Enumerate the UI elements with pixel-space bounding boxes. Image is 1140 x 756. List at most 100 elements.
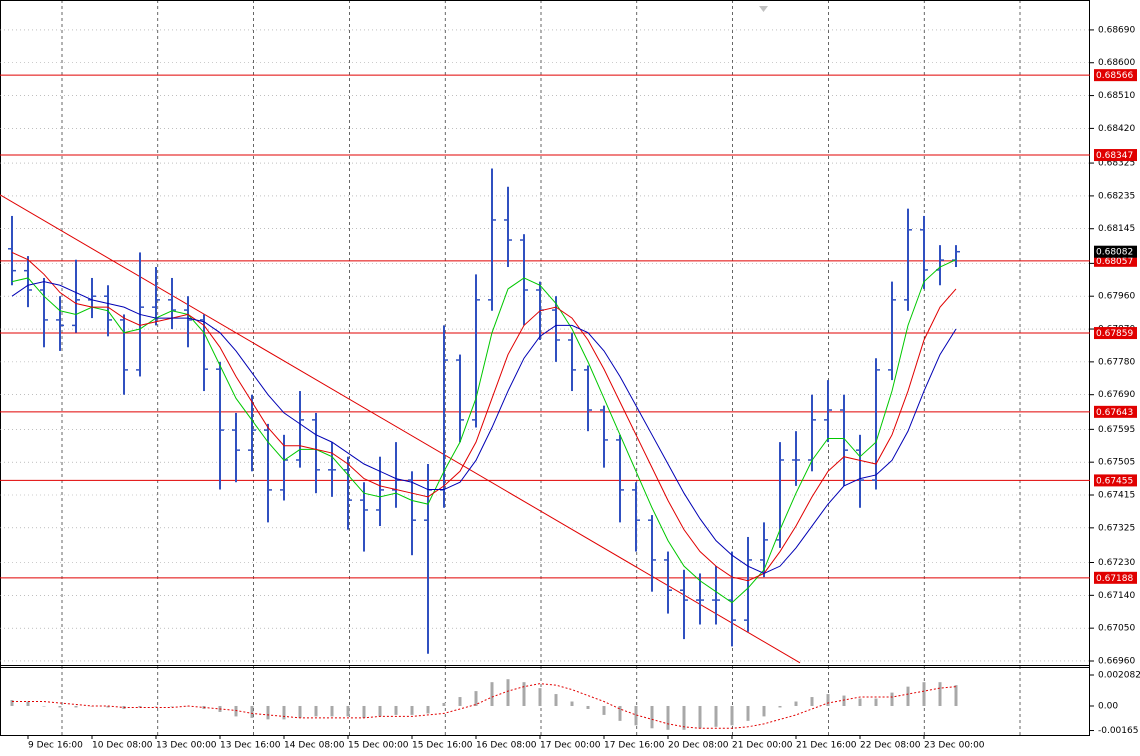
osc-bar	[954, 685, 958, 706]
shift-marker	[759, 6, 768, 12]
osc-bar	[426, 705, 430, 714]
osc-bar	[42, 705, 46, 707]
y-tick-label: 0.67595	[1098, 425, 1135, 435]
y-tick-label: 0.67505	[1098, 458, 1135, 468]
osc-bar	[154, 705, 158, 707]
y-tick-label: 0.67415	[1098, 491, 1135, 501]
level-tag	[1094, 327, 1137, 340]
x-tick-label: 22 Dec 08:00	[860, 741, 921, 751]
osc-bar	[138, 705, 142, 708]
osc-bar	[410, 705, 414, 715]
x-tick-label: 14 Dec 08:00	[284, 741, 345, 751]
level-tag	[1094, 474, 1137, 487]
x-tick-label: 13 Dec 16:00	[220, 741, 281, 751]
osc-bar	[442, 703, 446, 706]
osc-bar	[394, 705, 398, 715]
osc-bar	[362, 705, 366, 718]
x-tick-label: 15 Dec 00:00	[348, 741, 409, 751]
y-tick-label: 0.68690	[1098, 25, 1135, 35]
osc-bar	[858, 698, 862, 706]
y-tick-label: 0.68325	[1098, 159, 1135, 169]
osc-bar	[730, 705, 734, 726]
osc-bar	[762, 705, 766, 717]
osc-bar	[106, 705, 110, 708]
level-label: 0.67643	[1096, 408, 1133, 418]
osc-bar	[346, 705, 350, 717]
osc-bar	[554, 694, 558, 706]
level-label: 0.68566	[1096, 71, 1133, 81]
osc-bar	[330, 705, 334, 717]
x-tick-label: 10 Dec 08:00	[92, 741, 153, 751]
osc-bar	[810, 697, 814, 706]
signal-line	[12, 683, 957, 729]
trend-line	[0, 194, 801, 664]
osc-bar	[314, 705, 318, 717]
level-label: 0.67188	[1096, 574, 1133, 584]
osc-bar	[666, 705, 670, 730]
y-tick-label: 0.67780	[1098, 357, 1135, 367]
x-tick-label: 23 Dec 00:00	[924, 741, 985, 751]
x-tick-label: 21 Dec 16:00	[796, 741, 857, 751]
y-tick-label: 0.68600	[1098, 58, 1135, 68]
x-tick-label: 20 Dec 08:00	[668, 741, 729, 751]
moving-average	[11, 259, 957, 604]
level-label: 0.68057	[1096, 257, 1133, 267]
moving-average	[11, 251, 957, 582]
osc-bar	[602, 705, 606, 715]
osc-bar	[714, 705, 718, 727]
x-tick-label: 17 Dec 00:00	[540, 741, 601, 751]
level-tag	[1094, 254, 1137, 267]
osc-bar	[458, 697, 462, 706]
osc-bar	[618, 705, 622, 721]
y-tick-label: 0.002082	[1098, 671, 1140, 681]
osc-bar	[890, 692, 894, 706]
osc-bar	[266, 705, 270, 720]
osc-bar	[506, 679, 510, 706]
osc-bar	[378, 705, 382, 717]
osc-bar	[74, 705, 78, 708]
osc-bar	[10, 700, 14, 706]
last-price: 0.68082	[1096, 248, 1133, 258]
level-label: 0.67859	[1096, 329, 1133, 339]
y-tick-label: 0.67050	[1098, 624, 1135, 634]
x-tick-label: 9 Dec 16:00	[28, 741, 83, 751]
osc-bar	[298, 705, 302, 718]
y-tick-label: 0.67140	[1098, 591, 1135, 601]
osc-bar	[170, 705, 174, 707]
y-tick-label: 0.67325	[1098, 523, 1135, 533]
level-tag	[1094, 571, 1137, 584]
level-label: 0.68347	[1096, 151, 1133, 161]
osc-bar	[682, 705, 686, 730]
x-tick-label: 13 Dec 00:00	[156, 741, 217, 751]
x-tick-label: 17 Dec 16:00	[604, 741, 665, 751]
level-tag	[1094, 149, 1137, 162]
osc-bar	[26, 701, 30, 706]
y-tick-label: -0.00165	[1098, 726, 1138, 736]
level-tag	[1094, 69, 1137, 82]
osc-bar	[538, 688, 542, 706]
y-tick-label: 0.68235	[1098, 191, 1135, 201]
y-tick-label: 0.66960	[1098, 656, 1135, 666]
osc-bar	[842, 695, 846, 706]
osc-bar	[282, 705, 286, 720]
osc-bar	[490, 682, 494, 706]
osc-bar	[250, 705, 254, 718]
osc-bar	[922, 682, 926, 706]
y-tick-label: 0.00	[1098, 701, 1118, 711]
osc-bar	[746, 705, 750, 721]
y-tick-label: 0.68145	[1098, 224, 1135, 234]
osc-bar	[474, 691, 478, 706]
osc-bar	[874, 698, 878, 706]
osc-bar	[58, 705, 62, 708]
osc-bar	[234, 705, 238, 717]
level-tag	[1094, 405, 1137, 418]
osc-bar	[522, 682, 526, 706]
x-tick-label: 21 Dec 00:00	[732, 741, 793, 751]
osc-bar	[826, 694, 830, 706]
osc-bar	[906, 686, 910, 706]
y-tick-label: 0.67690	[1098, 390, 1135, 400]
osc-bar	[794, 701, 798, 706]
